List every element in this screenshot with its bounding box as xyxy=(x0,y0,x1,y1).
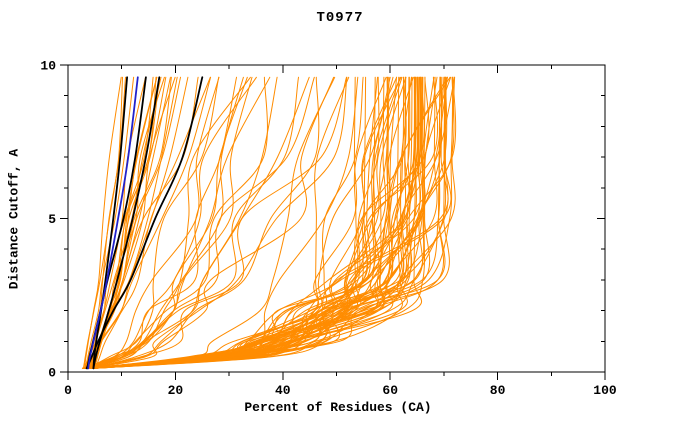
selected-model-blue xyxy=(87,76,139,370)
x-tick-label: 100 xyxy=(593,383,617,398)
x-axis-label: Percent of Residues (CA) xyxy=(244,400,432,415)
x-tick-label: 60 xyxy=(382,383,398,398)
x-tick-label: 40 xyxy=(275,383,291,398)
x-tick-label: 80 xyxy=(490,383,506,398)
y-tick-label: 0 xyxy=(48,366,56,381)
x-tick-label: 0 xyxy=(64,383,72,398)
y-axis-label: Distance Cutoff, A xyxy=(6,148,22,290)
axes: 0 20 40 60 80 100 0 5 10 xyxy=(40,59,617,399)
server-models-middle xyxy=(82,76,348,369)
model-curves xyxy=(81,76,457,370)
x-tick-label: 20 xyxy=(168,383,184,398)
y-tick-label: 5 xyxy=(48,212,56,227)
highlighted-models-black xyxy=(85,76,204,370)
server-models-dense-band xyxy=(81,76,457,369)
chart-title: T0977 xyxy=(316,10,364,26)
y-tick-label: 10 xyxy=(40,59,56,74)
